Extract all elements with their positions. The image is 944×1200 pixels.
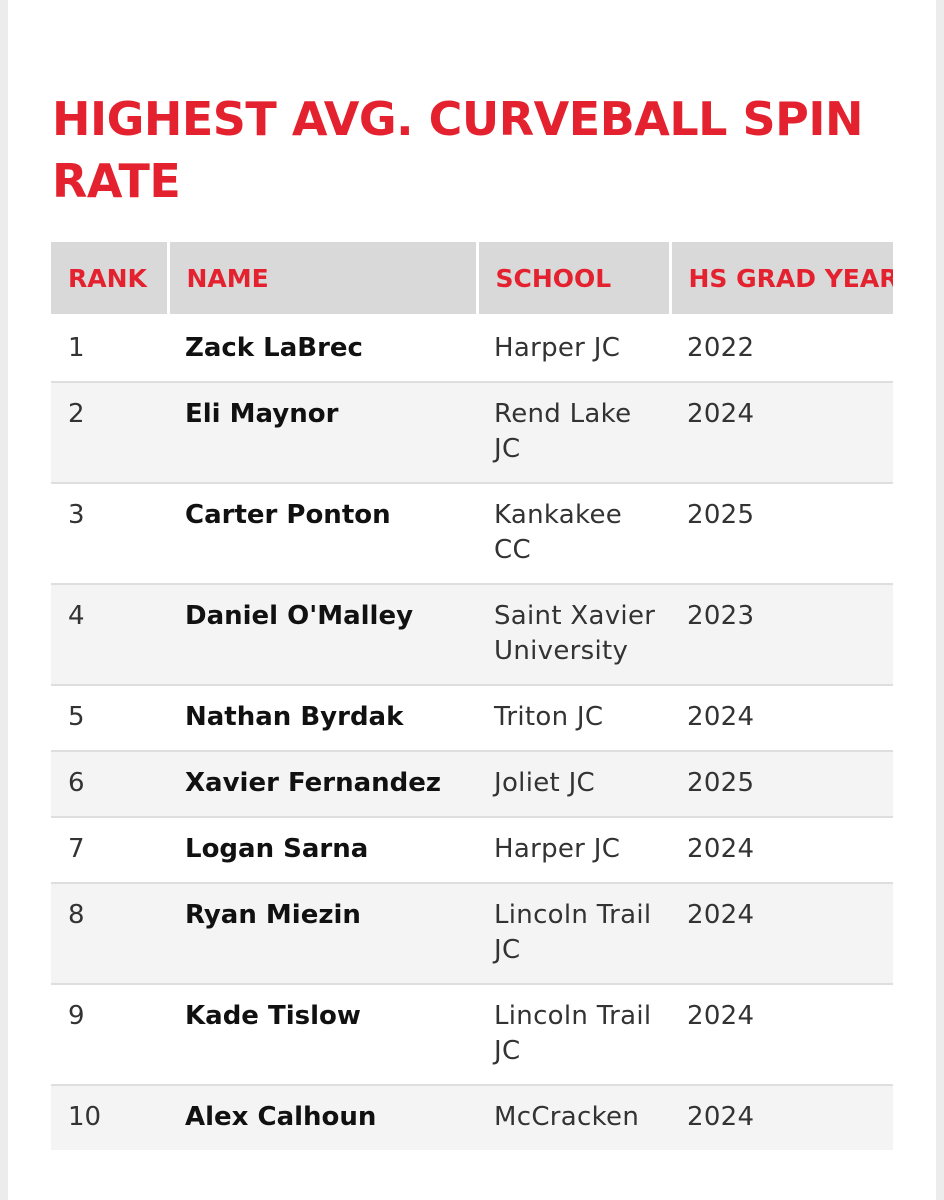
grad-year-cell: 2024 [670,684,893,751]
name-cell: Xavier Fernandez [168,750,477,817]
column-header-school: SCHOOL [477,242,672,317]
grad-year-cell: 2024 [670,1084,893,1150]
school-cell: Harper JC [477,314,670,382]
school-cell: Kankakee CC [477,482,670,584]
grad-year-cell: 2024 [670,882,893,984]
table-title: HIGHEST AVG. CURVEBALL SPIN RATE [52,92,863,208]
name-cell: Eli Maynor [168,381,477,483]
school-cell: Lincoln Trail JC [477,882,670,984]
rank-cell: 6 [51,750,168,817]
table-body: 1 Zack LaBrec Harper JC 2022 2 Eli Mayno… [51,314,893,1150]
grad-year-cell: 2025 [670,482,893,584]
rank-cell: 7 [51,816,168,883]
name-cell: Ryan Miezin [168,882,477,984]
name-cell: Carter Ponton [168,482,477,584]
grad-year-cell: 2024 [670,381,893,483]
rank-cell: 9 [51,983,168,1085]
school-cell: Rend Lake JC [477,381,670,483]
rank-cell: 4 [51,583,168,685]
column-header-rank: RANK [51,242,170,317]
school-cell: Joliet JC [477,750,670,817]
table-header: RANK NAME SCHOOL HS GRAD YEAR [51,242,893,317]
name-cell: Zack LaBrec [168,314,477,382]
rank-cell: 10 [51,1084,168,1150]
table-row: 1 Zack LaBrec Harper JC 2022 [51,314,893,382]
name-cell: Alex Calhoun [168,1084,477,1150]
name-cell: Logan Sarna [168,816,477,883]
name-cell: Nathan Byrdak [168,684,477,751]
school-cell: Saint Xavier University [477,583,670,685]
column-header-grad-year: HS GRAD YEAR [670,242,893,317]
school-cell: McCracken [477,1084,670,1150]
grad-year-cell: 2025 [670,750,893,817]
table-row: 8 Ryan Miezin Lincoln Trail JC 2024 [51,882,893,984]
spin-rate-table: RANK NAME SCHOOL HS GRAD YEAR 1 Zack LaB… [51,242,893,1150]
grad-year-cell: 2024 [670,816,893,883]
table-row: 9 Kade Tislow Lincoln Trail JC 2024 [51,983,893,1085]
school-cell: Lincoln Trail JC [477,983,670,1085]
rank-cell: 8 [51,882,168,984]
table-row: 2 Eli Maynor Rend Lake JC 2024 [51,381,893,483]
rank-cell: 5 [51,684,168,751]
rank-cell: 2 [51,381,168,483]
grad-year-cell: 2024 [670,983,893,1085]
grad-year-cell: 2022 [670,314,893,382]
school-cell: Triton JC [477,684,670,751]
table-row: 7 Logan Sarna Harper JC 2024 [51,816,893,883]
article-page: HIGHEST AVG. CURVEBALL SPIN RATE RANK NA… [8,0,936,1200]
name-cell: Daniel O'Malley [168,583,477,685]
rank-cell: 1 [51,314,168,382]
rank-cell: 3 [51,482,168,584]
school-cell: Harper JC [477,816,670,883]
table-row: 3 Carter Ponton Kankakee CC 2025 [51,482,893,584]
table-row: 6 Xavier Fernandez Joliet JC 2025 [51,750,893,817]
grad-year-cell: 2023 [670,583,893,685]
table-row: 5 Nathan Byrdak Triton JC 2024 [51,684,893,751]
name-cell: Kade Tislow [168,983,477,1085]
column-header-name: NAME [168,242,479,317]
table-row: 4 Daniel O'Malley Saint Xavier Universit… [51,583,893,685]
header-row: RANK NAME SCHOOL HS GRAD YEAR [51,242,893,317]
table-row: 10 Alex Calhoun McCracken 2024 [51,1084,893,1150]
